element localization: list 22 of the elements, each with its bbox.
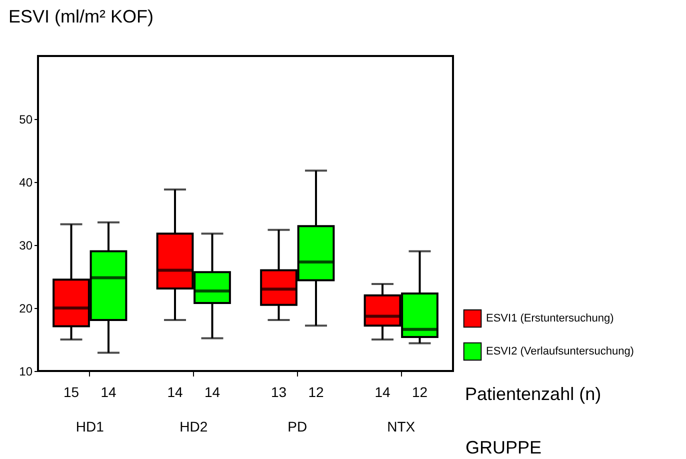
legend-label: ESVI2 (Verlaufsuntersuchung) [486, 346, 634, 358]
legend-label: ESVI1 (Erstuntersuchung) [486, 312, 614, 324]
y-tick-label: 40 [19, 176, 33, 190]
x-tick-label: NTX [387, 418, 416, 434]
x-tick-label: HD2 [180, 418, 208, 434]
y-tick-label: 20 [19, 302, 33, 316]
text: 15 [63, 384, 80, 400]
y-tick-label: 50 [19, 112, 33, 126]
text: 14 [100, 384, 116, 400]
y-tick-label: 10 [19, 364, 33, 378]
y-axis-title: ESVI (ml/m² KOF) [8, 6, 154, 26]
text: 14 [167, 384, 183, 400]
y-tick-label: 30 [19, 238, 33, 252]
x-tick-label: PD [288, 418, 308, 434]
text: 12 [412, 384, 428, 400]
text: 14 [204, 384, 220, 400]
text: 14 [374, 384, 390, 400]
text: Patientenzahl (n) [465, 384, 602, 404]
x-axis-title: GRUPPE [466, 438, 542, 458]
text: 12 [308, 384, 324, 400]
x-tick-label: HD1 [76, 418, 104, 434]
text: 13 [270, 384, 287, 400]
